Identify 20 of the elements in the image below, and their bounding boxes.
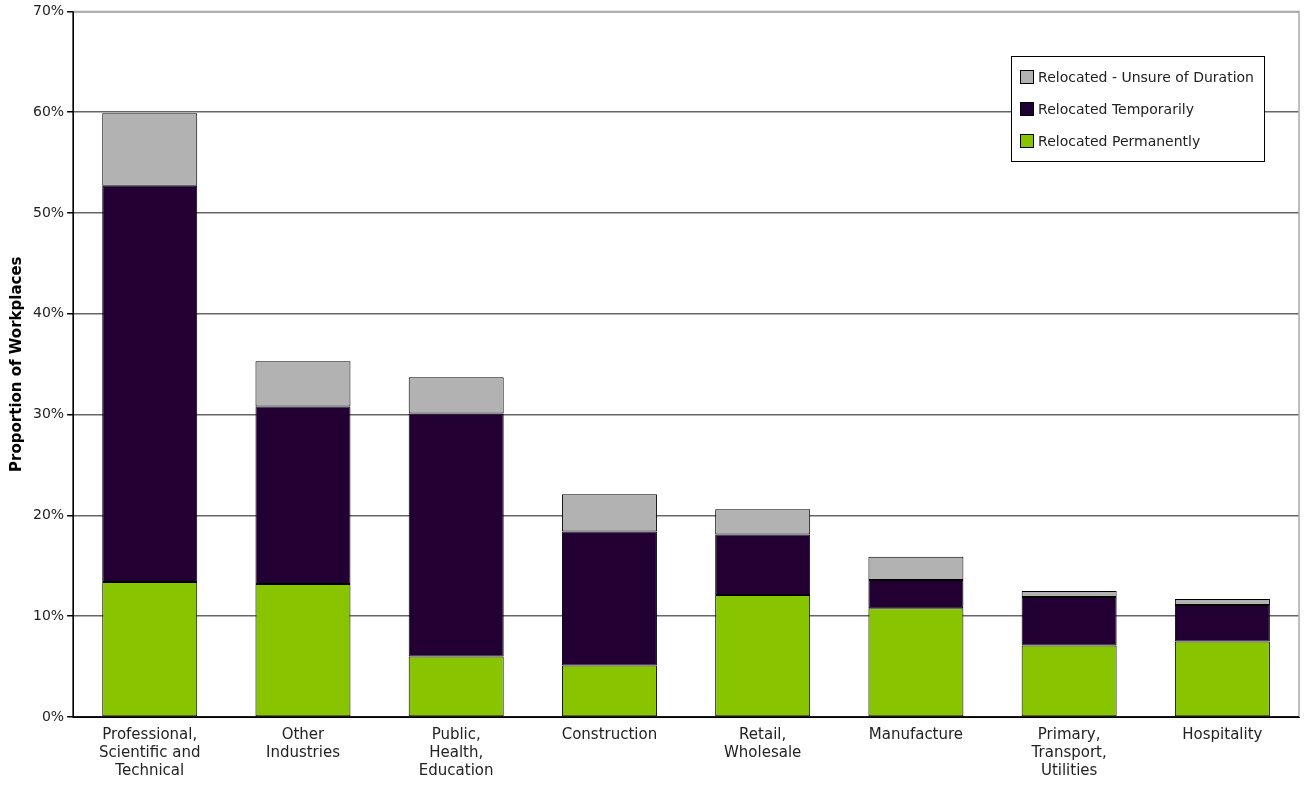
x-tick-label: Retail, Wholesale <box>724 724 802 761</box>
y-tick-label: 50% <box>32 203 65 220</box>
x-tick-label: Primary, Transport, Utilities <box>1030 724 1107 779</box>
legend-label: Relocated - Unsure of Duration <box>1038 69 1254 86</box>
y-tick-label: 20% <box>32 506 65 523</box>
x-tick-label: Other Industries <box>265 724 341 761</box>
y-tick-label: 10% <box>32 606 65 623</box>
y-tick-label: 60% <box>32 102 65 119</box>
x-tick-label: Construction <box>561 724 658 743</box>
y-tick-label: 30% <box>32 405 65 422</box>
x-tick-label: Hospitality <box>1182 724 1263 743</box>
legend-label: Relocated Permanently <box>1038 133 1201 150</box>
y-tick-label: 0% <box>41 707 65 724</box>
x-tick-label: Professional, Scientific and Technical <box>99 724 201 779</box>
legend-label: Relocated Temporarily <box>1038 101 1194 118</box>
y-axis-title: Proportion of Workplaces <box>6 256 25 472</box>
x-tick-label: Public, Health, Education <box>418 724 494 779</box>
x-tick-label: Manufacture <box>868 724 964 743</box>
y-tick-label: 70% <box>32 2 65 19</box>
y-tick-label: 40% <box>32 304 65 321</box>
